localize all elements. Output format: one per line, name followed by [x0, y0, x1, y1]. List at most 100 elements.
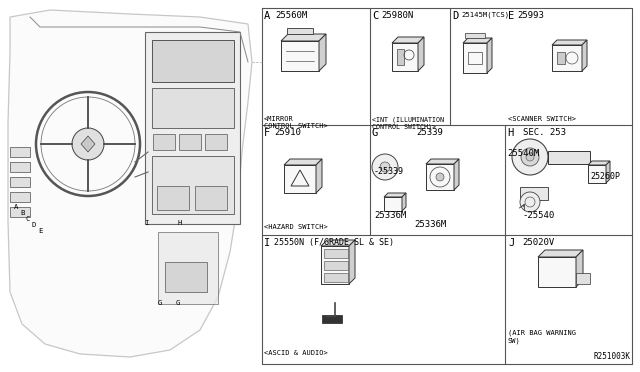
- Text: A: A: [14, 204, 19, 210]
- Circle shape: [521, 148, 539, 166]
- Text: J: J: [508, 238, 515, 248]
- Text: G: G: [158, 300, 162, 306]
- Text: H: H: [178, 220, 182, 226]
- Circle shape: [372, 154, 398, 180]
- Text: <INT (ILLUMINATION
CONTROL SWITCH)>: <INT (ILLUMINATION CONTROL SWITCH)>: [372, 116, 444, 130]
- Text: SEC. 253: SEC. 253: [523, 128, 566, 137]
- Bar: [145, 32, 240, 224]
- Polygon shape: [588, 165, 606, 183]
- Polygon shape: [552, 40, 587, 45]
- Text: D: D: [32, 222, 36, 228]
- Text: H: H: [507, 128, 513, 138]
- Bar: [10, 177, 30, 187]
- Polygon shape: [281, 41, 319, 71]
- Text: E: E: [508, 11, 515, 21]
- Polygon shape: [8, 10, 252, 357]
- Text: A: A: [264, 11, 270, 21]
- Text: 25540M: 25540M: [507, 149, 540, 158]
- Bar: [152, 88, 234, 128]
- Text: <HAZARD SWITCH>: <HAZARD SWITCH>: [264, 224, 328, 230]
- Text: D: D: [452, 11, 458, 21]
- Text: I: I: [144, 220, 148, 226]
- Bar: [465, 33, 485, 38]
- Circle shape: [72, 128, 104, 160]
- Text: 25339: 25339: [416, 128, 443, 137]
- Text: 25020V: 25020V: [522, 238, 554, 247]
- Bar: [153, 134, 175, 150]
- Bar: [10, 207, 30, 217]
- Circle shape: [526, 153, 534, 161]
- Text: <MIRROR
CONTROL SWITCH>: <MIRROR CONTROL SWITCH>: [264, 116, 328, 129]
- Polygon shape: [392, 43, 418, 71]
- Polygon shape: [463, 43, 487, 73]
- Polygon shape: [538, 257, 576, 287]
- Text: -25339: -25339: [374, 167, 404, 176]
- Bar: [10, 192, 30, 202]
- Text: <SCANNER SWITCH>: <SCANNER SWITCH>: [508, 116, 576, 122]
- Circle shape: [436, 173, 444, 181]
- Polygon shape: [588, 161, 610, 165]
- Polygon shape: [384, 197, 402, 211]
- Polygon shape: [487, 38, 492, 73]
- Polygon shape: [552, 45, 582, 71]
- Circle shape: [520, 192, 540, 212]
- Text: 25145M(TCS): 25145M(TCS): [461, 11, 509, 17]
- Polygon shape: [349, 240, 355, 284]
- Bar: [157, 186, 189, 210]
- Polygon shape: [284, 159, 322, 165]
- Polygon shape: [81, 136, 95, 152]
- Text: 25910: 25910: [274, 128, 301, 137]
- Text: 25336M: 25336M: [374, 211, 406, 220]
- Bar: [324, 261, 348, 270]
- Bar: [520, 187, 548, 200]
- Bar: [205, 134, 227, 150]
- Polygon shape: [281, 34, 326, 41]
- Polygon shape: [402, 193, 406, 211]
- Bar: [152, 156, 234, 214]
- Bar: [468, 52, 482, 64]
- Text: G: G: [176, 300, 180, 306]
- Bar: [324, 249, 348, 258]
- Polygon shape: [384, 193, 406, 197]
- Polygon shape: [463, 38, 492, 43]
- Polygon shape: [576, 250, 583, 287]
- Bar: [10, 162, 30, 172]
- Polygon shape: [319, 34, 326, 71]
- Bar: [324, 273, 348, 282]
- Bar: [397, 49, 404, 65]
- Polygon shape: [321, 240, 355, 246]
- Text: 25260P: 25260P: [590, 172, 620, 181]
- Text: R251003K: R251003K: [593, 352, 630, 361]
- Text: B: B: [20, 210, 24, 216]
- Bar: [557, 52, 565, 64]
- Circle shape: [512, 139, 548, 175]
- Circle shape: [380, 162, 390, 172]
- Polygon shape: [426, 164, 454, 190]
- Text: 25336M: 25336M: [414, 220, 446, 229]
- Text: 25980N: 25980N: [381, 11, 413, 20]
- Bar: [548, 151, 590, 164]
- Polygon shape: [606, 161, 610, 183]
- Bar: [152, 40, 234, 82]
- Bar: [10, 147, 30, 157]
- Text: 25550N (F/GRADE SL & SE): 25550N (F/GRADE SL & SE): [274, 238, 394, 247]
- Text: <ASCID & AUDIO>: <ASCID & AUDIO>: [264, 350, 328, 356]
- Bar: [179, 134, 201, 150]
- Text: C: C: [26, 216, 30, 222]
- Bar: [165, 262, 207, 292]
- Text: 25560M: 25560M: [275, 11, 307, 20]
- Text: -25540: -25540: [522, 211, 554, 220]
- Text: E: E: [38, 228, 42, 234]
- Text: I: I: [264, 238, 270, 248]
- Text: (AIR BAG WARNING
SW): (AIR BAG WARNING SW): [508, 330, 576, 344]
- Text: C: C: [372, 11, 378, 21]
- Polygon shape: [284, 165, 316, 193]
- Bar: [158, 232, 218, 304]
- Polygon shape: [418, 37, 424, 71]
- Polygon shape: [538, 250, 583, 257]
- Polygon shape: [582, 40, 587, 71]
- Polygon shape: [321, 246, 349, 284]
- Polygon shape: [392, 37, 424, 43]
- Text: F: F: [264, 128, 270, 138]
- Text: 25993: 25993: [517, 11, 544, 20]
